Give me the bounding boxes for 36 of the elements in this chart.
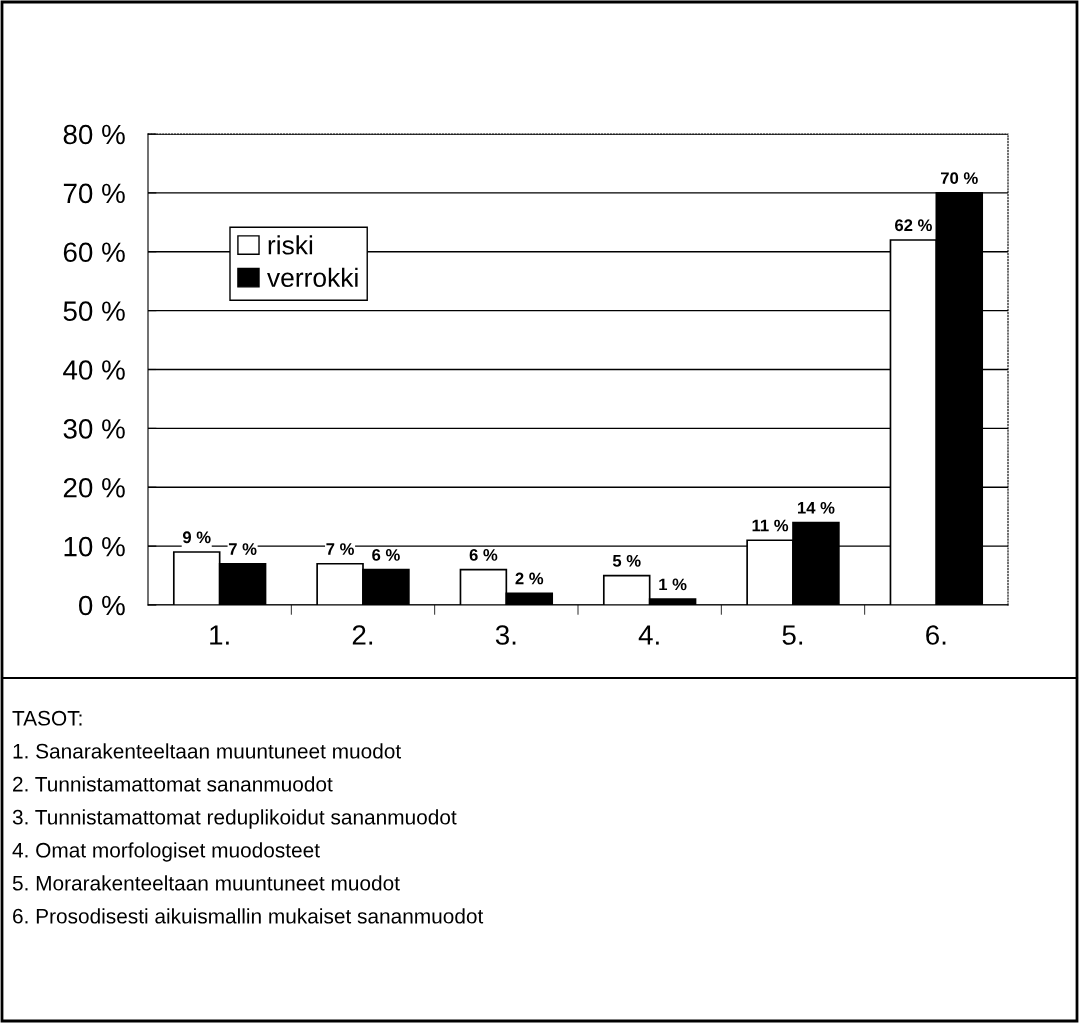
y-tick-label: 50 % — [63, 301, 125, 321]
data-label: 7 % — [228, 543, 257, 555]
text: 1. Sanarakenteeltaan muuntuneet muodot — [13, 743, 402, 759]
data-label: 7 % — [326, 543, 354, 555]
data-label: 2 % — [515, 572, 544, 585]
y-tick-label: 0 % — [79, 595, 125, 616]
y-tick-label: 20 % — [63, 477, 125, 498]
y-tick-label: 60 % — [63, 242, 125, 263]
y-tick-label: 70 % — [63, 183, 125, 204]
x-tick-label: 2. — [352, 625, 373, 645]
text: 6. Prosodisesti aikuismallin mukaiset sananmuodot — [13, 908, 484, 924]
legend-label: riski — [268, 235, 313, 255]
x-tick-label: 6. — [926, 625, 946, 645]
data-label: 62 % — [895, 219, 932, 232]
legend-label: verrokki — [267, 267, 358, 288]
x-tick-label: 3. — [495, 625, 516, 645]
text: TASOT: — [12, 710, 82, 726]
y-tick-label: 80 % — [63, 124, 125, 145]
data-label: 9 % — [182, 531, 211, 544]
x-tick-label: 1. — [210, 625, 229, 645]
text: 4. Omat morfologiset muodosteet — [12, 842, 320, 862]
text: 2. Tunnistamattomat sananmuodot — [13, 776, 333, 792]
x-tick-label: 5. — [782, 625, 803, 645]
data-label: 6 % — [469, 549, 498, 561]
text: 3. Tunnistamattomat reduplikoidut sananmuodot — [12, 809, 457, 829]
y-tick-label: 30 % — [63, 419, 125, 439]
text: 5. Morarakenteeltaan muuntuneet muodot — [12, 875, 400, 891]
y-tick-label: 10 % — [64, 536, 125, 557]
data-label: 70 % — [940, 172, 978, 185]
data-label: 1 % — [659, 578, 687, 591]
y-tick-label: 40 % — [63, 360, 125, 380]
data-label: 11 % — [752, 519, 789, 532]
data-label: 5 % — [612, 554, 641, 567]
data-label: 6 % — [372, 549, 400, 561]
x-tick-label: 4. — [638, 625, 659, 645]
data-label: 14 % — [797, 501, 835, 514]
